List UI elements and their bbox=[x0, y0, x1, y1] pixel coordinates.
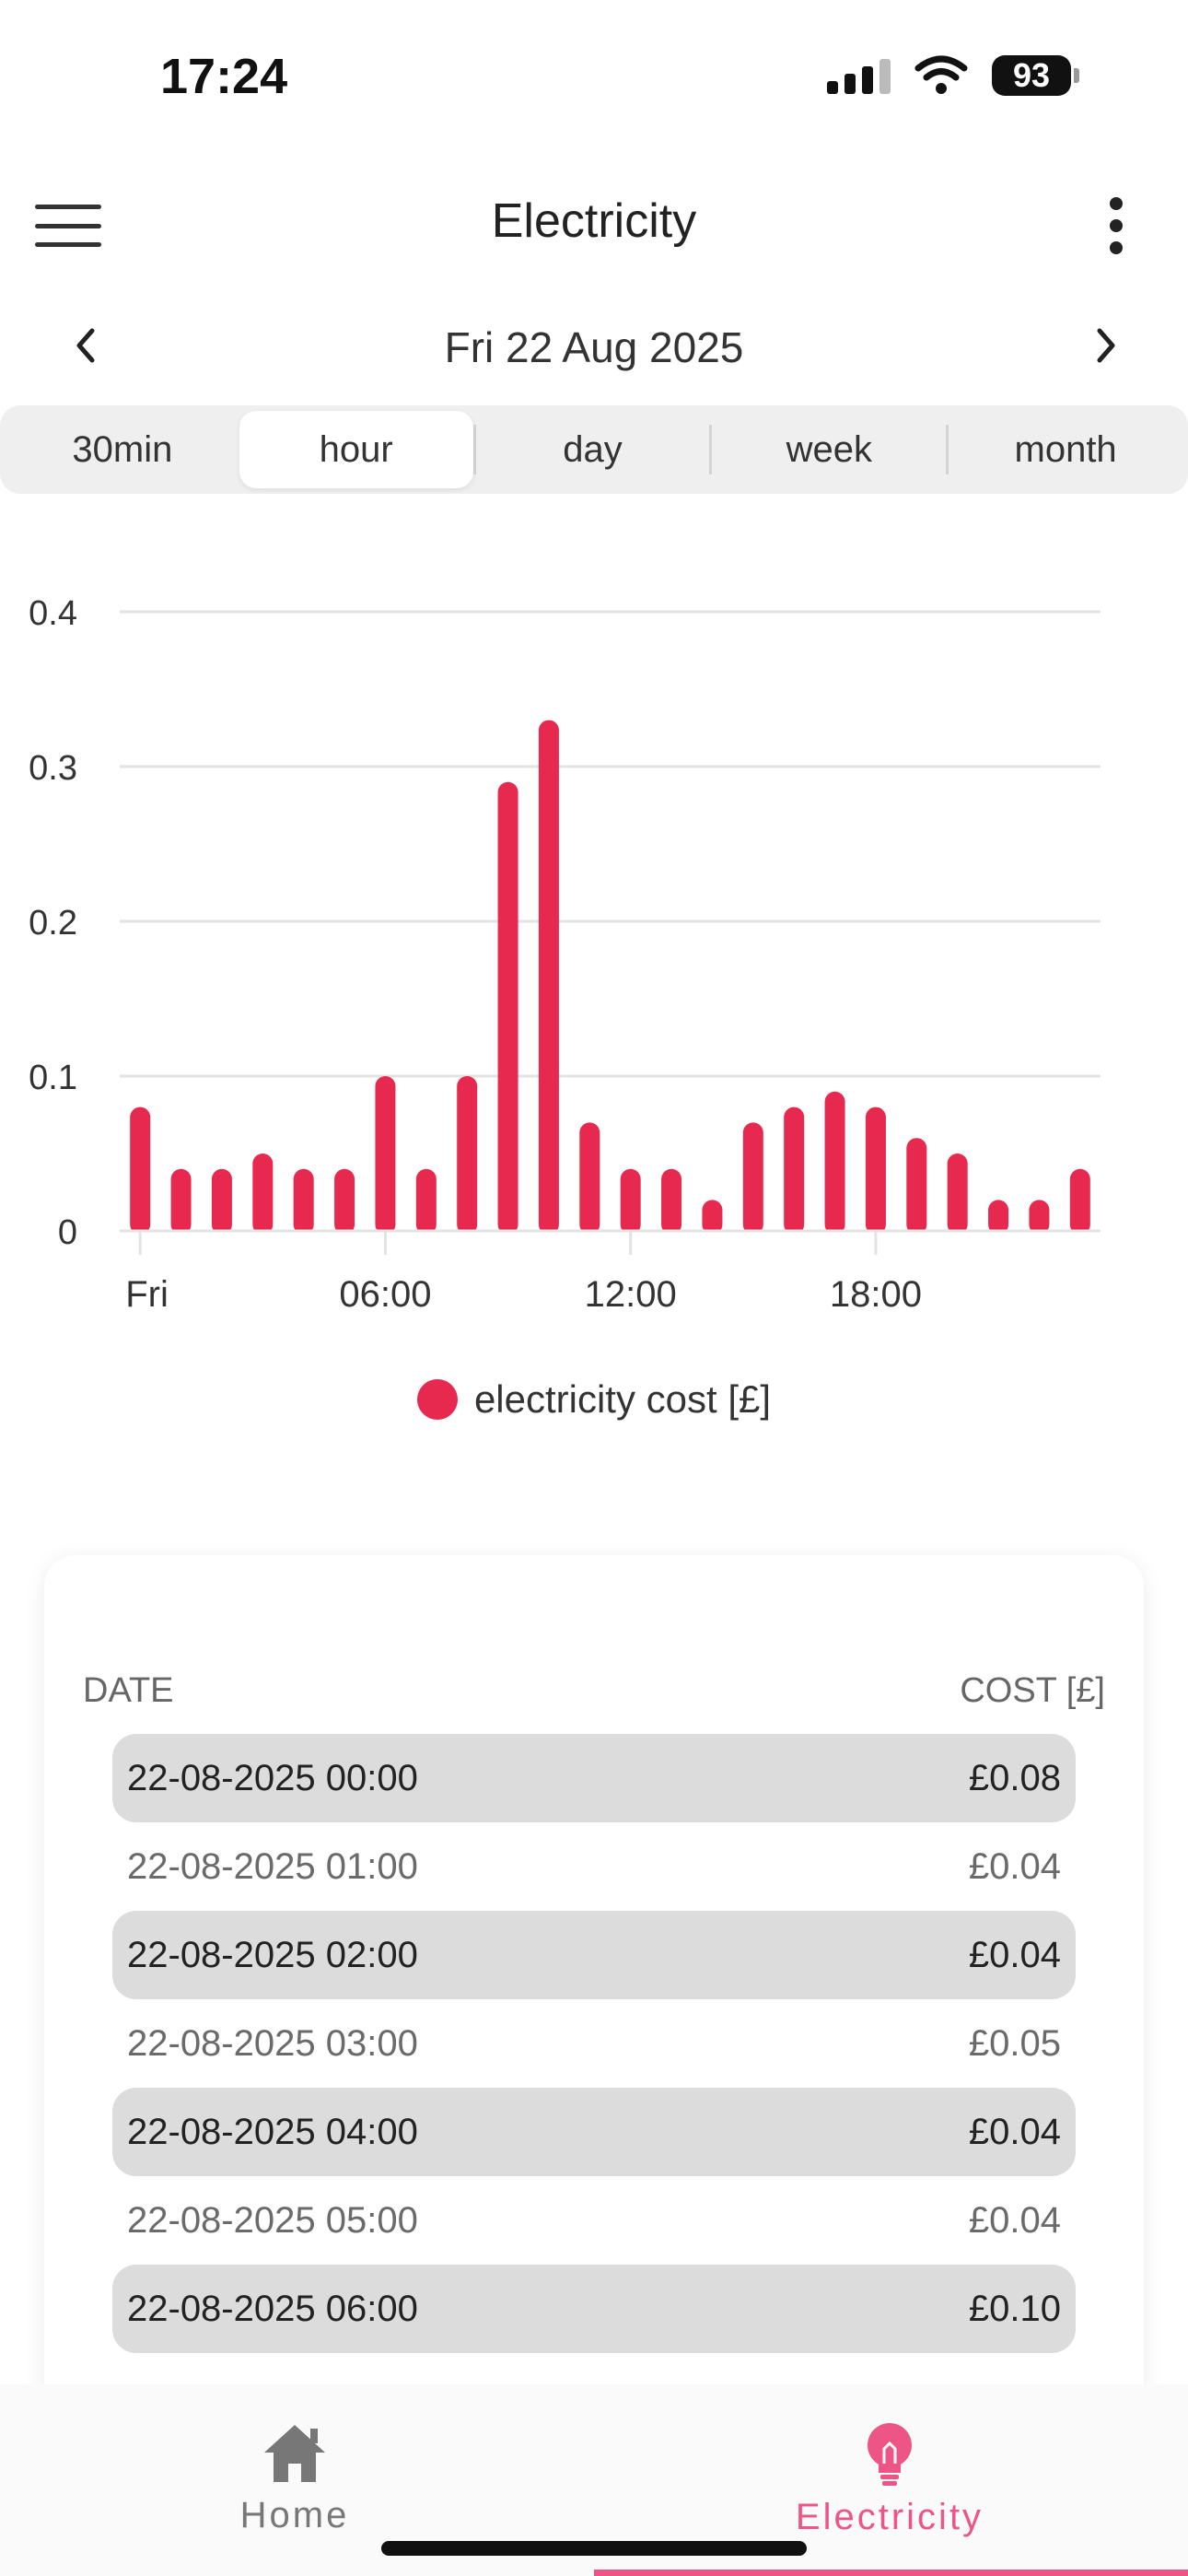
bar[interactable] bbox=[947, 1153, 968, 1235]
bar[interactable] bbox=[415, 1168, 437, 1235]
tab-electricity-label: Electricity bbox=[795, 2497, 984, 2537]
row-cost: £0.08 bbox=[968, 1757, 1061, 1798]
lightbulb-icon bbox=[868, 2423, 912, 2486]
tab-label: 30min bbox=[72, 428, 173, 470]
bar[interactable] bbox=[906, 1138, 927, 1235]
row-cost: £0.04 bbox=[968, 2199, 1061, 2241]
wifi-icon bbox=[914, 55, 968, 94]
active-tab-indicator bbox=[594, 2570, 1188, 2576]
y-tick-label: 0.4 bbox=[29, 594, 77, 633]
more-vertical-icon[interactable] bbox=[1105, 197, 1127, 254]
row-cost: £0.04 bbox=[968, 1934, 1061, 1975]
chart-legend: electricity cost [£] bbox=[0, 1377, 1188, 1422]
bar[interactable] bbox=[702, 1200, 723, 1235]
tab-home-label: Home bbox=[239, 2495, 350, 2535]
tab-month[interactable]: month bbox=[949, 411, 1182, 488]
cost-bar-chart: 0 0.1 0.2 0.3 0.4 Fri 06:00 12:00 18:00 bbox=[29, 594, 1110, 1315]
house-icon bbox=[264, 2425, 325, 2482]
home-indicator bbox=[381, 2541, 807, 2556]
battery-icon: 93 bbox=[992, 55, 1079, 96]
x-tick-label: 18:00 bbox=[830, 1274, 922, 1315]
row-cost: £0.05 bbox=[968, 2022, 1061, 2064]
tab-label: month bbox=[1014, 428, 1117, 470]
bar[interactable] bbox=[742, 1122, 763, 1235]
tab-30min[interactable]: 30min bbox=[6, 411, 239, 488]
battery-level: 93 bbox=[992, 55, 1071, 96]
table-row: 22-08-2025 06:00 £0.10 bbox=[112, 2265, 1076, 2353]
bar[interactable] bbox=[784, 1107, 805, 1235]
chevron-right-icon[interactable] bbox=[1077, 318, 1133, 373]
chevron-left-icon[interactable] bbox=[59, 318, 114, 373]
bar[interactable] bbox=[988, 1200, 1009, 1235]
row-date: 22-08-2025 02:00 bbox=[127, 1934, 418, 1975]
row-date: 22-08-2025 06:00 bbox=[127, 2288, 418, 2329]
row-cost: £0.10 bbox=[968, 2288, 1061, 2329]
row-date: 22-08-2025 01:00 bbox=[127, 1845, 418, 1887]
page-title: Electricity bbox=[491, 194, 697, 248]
row-date: 22-08-2025 03:00 bbox=[127, 2022, 418, 2064]
table-row: 22-08-2025 02:00 £0.04 bbox=[112, 1911, 1076, 1999]
bar[interactable] bbox=[1069, 1168, 1090, 1235]
bar[interactable] bbox=[1029, 1200, 1050, 1235]
bar[interactable] bbox=[661, 1168, 682, 1235]
table-row: 22-08-2025 03:00 £0.05 bbox=[112, 1999, 1076, 2088]
divider bbox=[709, 425, 713, 474]
column-header-date: DATE bbox=[83, 1671, 174, 1710]
tab-electricity[interactable]: Electricity bbox=[705, 2421, 1074, 2538]
bar[interactable] bbox=[865, 1107, 886, 1235]
period-selector: 30min hour day week month bbox=[0, 405, 1188, 494]
hamburger-icon[interactable] bbox=[35, 205, 101, 247]
bar[interactable] bbox=[252, 1153, 274, 1235]
date-label: Fri 22 Aug 2025 bbox=[444, 323, 744, 371]
table-row: 22-08-2025 00:00 £0.08 bbox=[112, 1734, 1076, 1822]
bar[interactable] bbox=[293, 1168, 314, 1235]
row-cost: £0.04 bbox=[968, 2111, 1061, 2152]
table-row: 22-08-2025 05:00 £0.04 bbox=[112, 2176, 1076, 2265]
x-tick-label: 12:00 bbox=[585, 1274, 677, 1315]
status-time: 17:24 bbox=[160, 49, 288, 104]
tab-home[interactable]: Home bbox=[111, 2421, 479, 2536]
row-date: 22-08-2025 00:00 bbox=[127, 1757, 418, 1798]
bar[interactable] bbox=[620, 1168, 641, 1235]
bar[interactable] bbox=[497, 781, 518, 1235]
row-cost: £0.04 bbox=[968, 1845, 1061, 1887]
legend-label: electricity cost [£] bbox=[473, 1377, 772, 1421]
row-date: 22-08-2025 04:00 bbox=[127, 2111, 418, 2152]
table-header: DATE COST [£] bbox=[83, 1671, 1105, 1711]
cellular-signal-icon bbox=[827, 57, 891, 94]
table-row: 22-08-2025 04:00 £0.04 bbox=[112, 2088, 1076, 2176]
tab-day[interactable]: day bbox=[476, 411, 710, 488]
baseline-mask bbox=[111, 1231, 1110, 1242]
x-tick-label: 06:00 bbox=[339, 1274, 431, 1315]
tab-label: day bbox=[563, 428, 623, 470]
tab-label: hour bbox=[319, 428, 393, 470]
bar[interactable] bbox=[170, 1168, 192, 1235]
y-tick-label: 0.1 bbox=[29, 1059, 77, 1097]
bar[interactable] bbox=[130, 1107, 151, 1235]
bar[interactable] bbox=[457, 1076, 478, 1235]
tab-hour[interactable]: hour bbox=[239, 411, 473, 488]
bar[interactable] bbox=[375, 1076, 396, 1235]
tab-label: week bbox=[786, 428, 872, 470]
x-tick-label: Fri bbox=[125, 1274, 169, 1315]
divider bbox=[946, 425, 949, 474]
bar[interactable] bbox=[824, 1091, 845, 1235]
y-tick-label: 0.3 bbox=[29, 749, 77, 788]
row-date: 22-08-2025 05:00 bbox=[127, 2199, 418, 2241]
bar[interactable] bbox=[211, 1168, 232, 1235]
legend-marker bbox=[416, 1379, 458, 1420]
divider bbox=[472, 425, 476, 474]
status-icons: 93 bbox=[827, 55, 1079, 96]
tab-week[interactable]: week bbox=[712, 411, 946, 488]
table-row: 22-08-2025 01:00 £0.04 bbox=[112, 1822, 1076, 1911]
bar[interactable] bbox=[538, 720, 559, 1235]
bar[interactable] bbox=[579, 1122, 600, 1235]
bar[interactable] bbox=[334, 1168, 355, 1235]
column-header-cost: COST [£] bbox=[960, 1671, 1105, 1710]
y-tick-label: 0 bbox=[58, 1213, 77, 1252]
y-tick-label: 0.2 bbox=[29, 904, 77, 943]
